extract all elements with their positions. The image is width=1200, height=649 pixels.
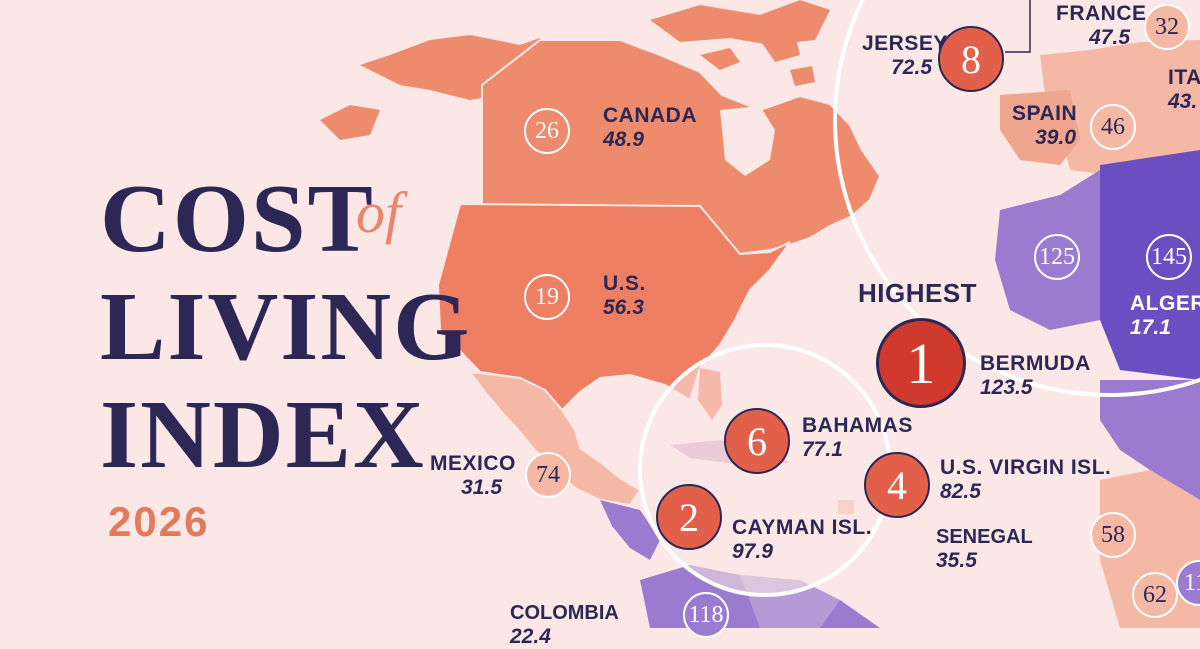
title-line-1: COST [100,165,375,273]
spain-name: SPAIN [1012,102,1078,125]
colombia-index: 22.4 [510,625,551,648]
senegal-index: 35.5 [936,549,977,572]
bahamas-name: BAHAMAS [802,414,913,437]
usvi-rank-badge: 4 [864,452,930,518]
bahamas-index: 77.1 [802,438,843,462]
canada-name: CANADA [603,104,697,127]
bahamas-label: BAHAMAS 77.1 [802,414,913,462]
iberia-shape [1000,90,1080,165]
jersey-label: JERSEY 72.5 [862,32,948,80]
highest-callout: HIGHEST [858,278,978,308]
senegal-rank-badge: 58 [1090,512,1136,558]
jersey-leader-line [1005,0,1031,53]
colombia-rank-badge: 118 [683,592,729,638]
cayman-index: 97.9 [732,540,773,564]
mexico-index: 31.5 [461,476,502,500]
us-name: U.S. [603,272,646,295]
usvi-name: U.S. VIRGIN ISL. [940,456,1112,479]
west-africa-shape [1100,380,1200,500]
jersey-rank-badge: 8 [938,26,1004,92]
us-index: 56.3 [603,296,644,320]
france-name: FRANCE [1056,2,1147,25]
cayman-name: CAYMAN ISL. [732,516,873,539]
senegal-label: SENEGAL 35.5 [936,526,1033,573]
us-rank-badge: 19 [524,274,570,320]
cayman-label: CAYMAN ISL. 97.9 [732,516,872,564]
spain-index: 39.0 [1035,126,1076,150]
bermuda-name: BERMUDA [980,352,1091,375]
spain-label: SPAIN 39.0 [1012,102,1078,150]
cayman-rank-badge: 2 [656,484,722,550]
usvi-index: 82.5 [940,480,981,504]
italy-name: ITA [1168,66,1200,89]
mexico-name: MEXICO [430,452,516,475]
algeria-rank-badge: 145 [1146,234,1192,280]
bahamas-rank-badge: 6 [724,408,790,474]
italy-index: 43. [1168,90,1198,114]
central-america-shape [600,500,660,560]
bermuda-index: 123.5 [980,376,1033,400]
colombia-name: COLOMBIA [510,602,619,624]
jersey-name: JERSEY [862,32,948,55]
world-map [320,0,1200,628]
senegal-name: SENEGAL [936,526,1033,548]
algeria-index: 17.1 [1130,316,1171,340]
italy-label: ITA 43. [1168,66,1200,114]
bermuda-label: BERMUDA 123.5 [980,352,1091,400]
jersey-index: 72.5 [891,56,932,80]
spain-rank-badge: 46 [1090,104,1136,150]
france-rank-badge: 32 [1144,4,1190,50]
algeria-label: ALGERIA 17.1 [1130,292,1200,340]
france-label: FRANCE 47.5 [1056,2,1147,50]
africa-rank-badge-62: 62 [1132,572,1178,618]
europe-zoom-circle [833,0,1200,397]
title-year: 2026 [108,498,210,545]
canada-index: 48.9 [603,128,644,152]
bermuda-rank-badge: 1 [876,318,966,408]
colombia-label: COLOMBIA 22.4 [510,602,619,649]
title-line-2: LIVING [100,273,472,381]
canada-label: CANADA 48.9 [603,104,697,152]
title-line-3: INDEX [100,381,426,489]
mexico-shape [467,370,642,507]
usvi-label: U.S. VIRGIN ISL. 82.5 [940,456,1111,504]
mexico-label: MEXICO 31.5 [430,452,516,500]
mexico-rank-badge: 74 [525,452,571,498]
france-index: 47.5 [1089,26,1130,50]
canada-lake [720,106,775,176]
canada-rank-badge: 26 [524,108,570,154]
morocco-rank-badge: 125 [1034,234,1080,280]
title-of: of [356,180,402,245]
algeria-name: ALGERIA [1130,292,1200,315]
us-label: U.S. 56.3 [603,272,646,320]
